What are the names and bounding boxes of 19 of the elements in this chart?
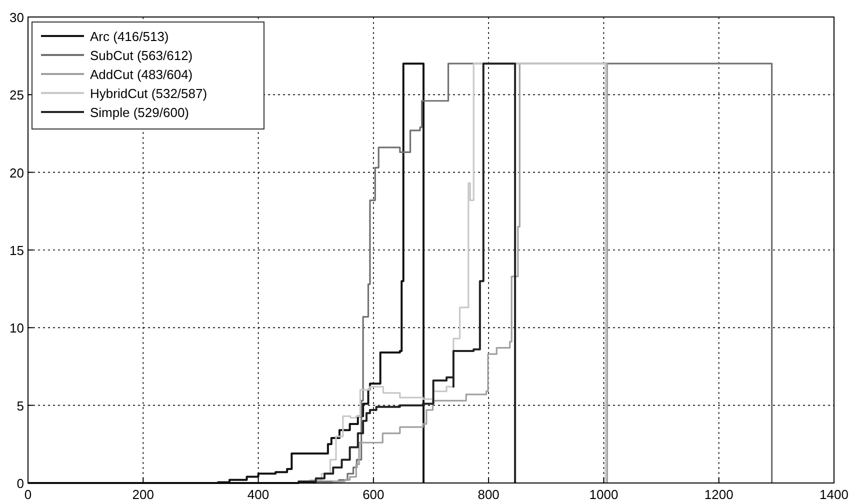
y-tick-label: 0 [16, 476, 24, 491]
x-tick-label: 800 [478, 487, 500, 502]
x-tick-label: 400 [247, 487, 270, 502]
y-tick-label: 15 [10, 243, 24, 258]
legend-label: AddCut (483/604) [90, 67, 193, 82]
x-tick-label: 1200 [704, 487, 734, 502]
y-tick-label: 25 [10, 88, 24, 103]
y-tick-label: 30 [10, 10, 24, 25]
legend-label: SubCut (563/612) [90, 48, 193, 63]
y-tick-label: 10 [10, 320, 24, 336]
legend-label: Simple (529/600) [90, 105, 189, 120]
legend-label: Arc (416/513) [90, 29, 169, 44]
y-tick-label: 20 [10, 165, 24, 180]
x-tick-label: 600 [362, 487, 384, 502]
y-tick-label: 5 [16, 398, 24, 414]
x-tick-label: 1000 [589, 487, 618, 502]
legend-label: HybridCut (532/587) [90, 86, 208, 101]
x-tick-label: 1400 [820, 487, 848, 502]
x-tick-label: 200 [132, 487, 154, 502]
